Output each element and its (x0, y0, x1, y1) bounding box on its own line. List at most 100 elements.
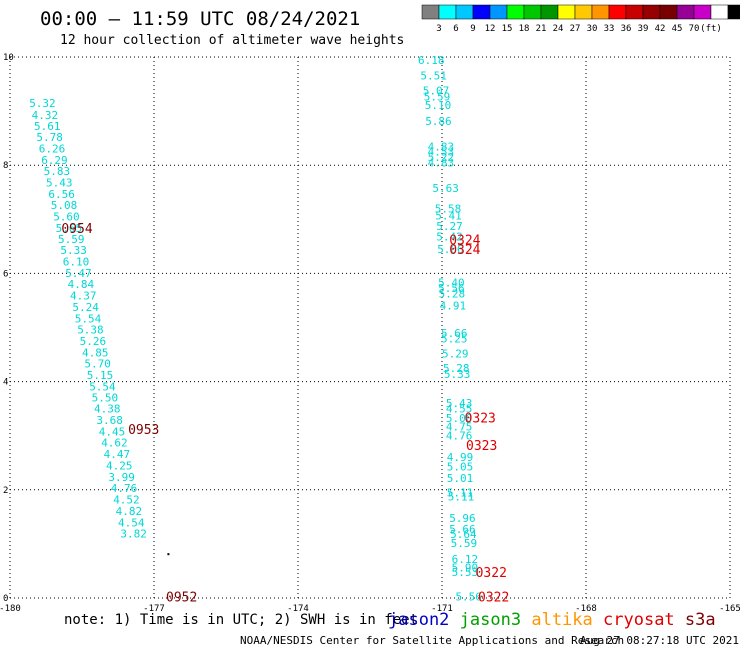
swh-value: 5.42 (436, 231, 463, 244)
swh-value: 3.82 (120, 528, 146, 541)
swh-value: 5.22 (428, 151, 455, 164)
colorbar-label: 30 (587, 24, 598, 34)
colorbar-swatch (693, 4, 712, 20)
swh-value: 5.07 (423, 85, 450, 98)
swh-value: 5.15 (87, 369, 114, 382)
swh-value: 5.56 (455, 590, 482, 603)
swh-value: 5.29 (442, 347, 469, 360)
pass-time-label: 0952 (166, 590, 197, 605)
swh-value: 5.01 (447, 472, 474, 485)
colorbar-swatch (455, 4, 474, 20)
y-tick-label: 6 (3, 269, 8, 279)
y-tick-label: 4 (3, 378, 8, 388)
swh-value: 5.54 (75, 312, 102, 325)
swh-value: 5.64 (450, 528, 477, 541)
pass-time-label: 0323 (465, 411, 496, 426)
swh-value: 5.28 (439, 287, 466, 300)
footer-credit: NOAA/NESDIS Center for Satellite Applica… (240, 634, 625, 647)
swh-value: 5.24 (72, 301, 99, 314)
swh-value: 5.43 (446, 397, 473, 410)
colorbar-swatch (659, 4, 678, 20)
pass-time-label: 0323 (466, 439, 497, 454)
colorbar-label: (ft) (700, 24, 722, 34)
swh-value: 5.00 (446, 412, 473, 425)
swh-value: 5.26 (80, 335, 107, 348)
colorbar-swatch (506, 4, 525, 20)
colorbar-label: 12 (485, 24, 496, 34)
pass-time-label: 0322 (476, 566, 507, 581)
swh-value: 5.66 (441, 327, 468, 340)
swh-value: 5.90 (452, 562, 479, 575)
swh-value: 5.53 (452, 566, 479, 579)
swh-value: 4.75 (446, 421, 473, 434)
legend-s3a: s3a (684, 610, 716, 630)
colorbar-swatch (608, 4, 627, 20)
colorbar-label: 6 (453, 24, 458, 34)
swh-value: 5.86 (425, 115, 452, 128)
colorbar-swatch (557, 4, 576, 20)
x-tick-label: -171 (431, 604, 453, 614)
colorbar-label: 45 (672, 24, 683, 34)
swh-value: 4.53 (428, 146, 455, 159)
swh-value: 5.25 (441, 332, 468, 345)
swh-value: 5.83 (44, 165, 71, 178)
swh-value: 5.59 (451, 537, 478, 550)
swh-value: 5.32 (29, 97, 56, 110)
swh-value: 5.59 (424, 90, 451, 103)
swh-value: 5.08 (51, 199, 78, 212)
colorbar-label: 70 (689, 24, 700, 34)
subtitle: 12 hour collection of altimeter wave hei… (60, 33, 405, 48)
swh-value: 5.41 (435, 210, 462, 223)
swh-value: 6.12 (452, 553, 479, 566)
swh-value: 5.47 (65, 267, 92, 280)
colorbar-swatch (727, 4, 740, 20)
swh-value: 5.33 (444, 368, 471, 381)
swh-value: 3.99 (108, 471, 134, 484)
swh-value: 4.91 (440, 299, 467, 312)
x-tick-label: -168 (575, 604, 597, 614)
x-tick-label: -180 (0, 604, 21, 614)
swh-value: 4.52 (113, 494, 140, 507)
y-tick-label: 10 (3, 53, 14, 63)
swh-value: 5.38 (77, 324, 104, 337)
swh-value: 5.56 (438, 282, 465, 295)
swh-value: 4.84 (68, 278, 95, 291)
pass-time-label: 0953 (128, 423, 159, 438)
swh-value: 4.47 (104, 448, 131, 461)
colorbar-swatch (523, 4, 542, 20)
footer-note: note: 1) Time is in UTC; 2) SWH is in fe… (64, 612, 419, 628)
colorbar-label: 39 (638, 24, 649, 34)
colorbar-label: 24 (553, 24, 564, 34)
swh-value: 4.85 (82, 346, 109, 359)
swh-value: 5.59 (58, 233, 85, 246)
swh-value: 6.18 (418, 54, 445, 67)
x-tick-label: -165 (719, 604, 740, 614)
swh-value: 6.10 (63, 255, 90, 268)
satellite-legend: jason2 jason3 altika cryosat s3a (388, 610, 716, 630)
swh-value: 5.05 (447, 461, 474, 474)
colorbar-swatch (438, 4, 457, 20)
swh-value: 5.11 (448, 490, 475, 503)
swh-value: 4.54 (118, 516, 145, 529)
swh-value: 5.10 (425, 99, 452, 112)
swh-value: 5.78 (36, 131, 63, 144)
swh-value: 5.58 (435, 202, 462, 215)
x-tick-label: -177 (143, 604, 165, 614)
swh-value: 5.33 (60, 244, 87, 257)
swh-value: 5.70 (84, 358, 111, 371)
colorbar-swatch (540, 4, 559, 20)
swh-value: 5.61 (34, 120, 61, 133)
swh-value: 5.65 (56, 222, 83, 235)
swh-value: 4.76 (446, 430, 473, 443)
swh-value: 5.40 (438, 277, 465, 290)
x-tick-label: -174 (287, 604, 309, 614)
swh-value: 4.99 (447, 451, 474, 464)
colorbar-swatch (421, 4, 440, 20)
colorbar-swatch (642, 4, 661, 20)
swh-value: 4.76 (111, 482, 138, 495)
swh-value: 5.66 (437, 243, 464, 256)
swh-value: 5.96 (449, 512, 476, 525)
colorbar-swatch (710, 4, 729, 20)
swh-value: 5.54 (89, 380, 116, 393)
